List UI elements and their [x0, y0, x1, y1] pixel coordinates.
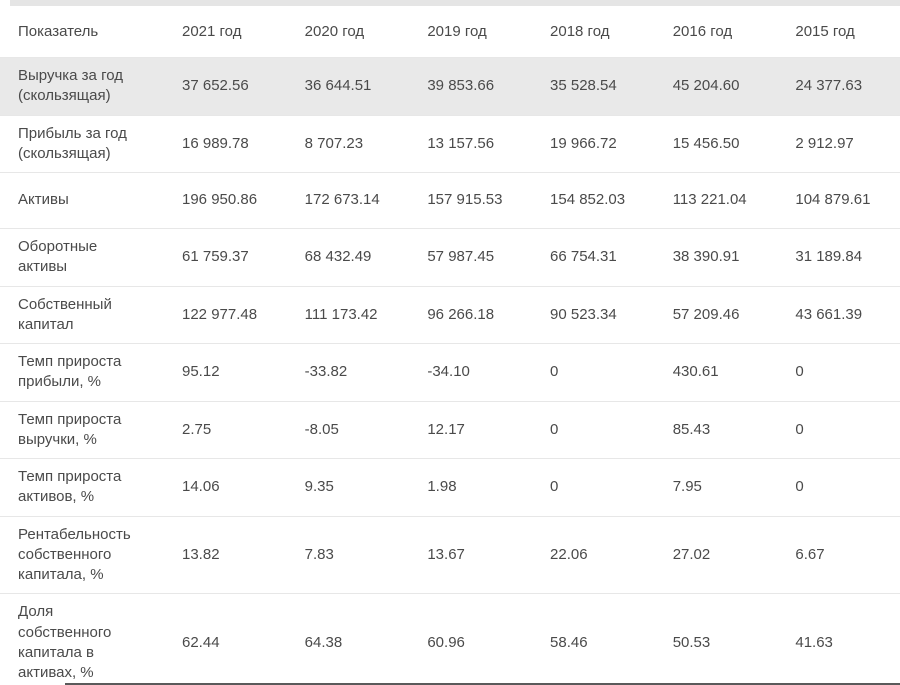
table-header-row: Показатель 2021 год 2020 год 2019 год 2018 г…: [0, 7, 900, 58]
table-cell-value: 430.61: [672, 363, 719, 381]
table-cell-value: 7.83: [304, 545, 334, 563]
table-cell-value: 60.96: [427, 633, 465, 651]
row-label: Доля собственного капитала в активах, %: [18, 603, 112, 681]
table-cell-value: 2.75: [182, 420, 212, 438]
table-cell-value: 14.06: [182, 478, 220, 496]
column-header-year: 2015 год: [795, 22, 855, 40]
table-row: Доля собственного капитала в активах, % 6…: [0, 594, 900, 685]
table-cell-value: 19 966.72: [550, 134, 617, 152]
table-cell-value: 154 852.03: [550, 191, 626, 209]
table-cell-value: 68 432.49: [304, 248, 372, 266]
table-cell-value: 0: [795, 420, 804, 438]
table-cell-value: 113 221.04: [672, 191, 747, 209]
table-cell-value: 41.63: [795, 633, 833, 651]
table-cell-value: 15 456.50: [672, 134, 740, 152]
table-cell-value: 172 673.14: [304, 191, 380, 209]
table-cell-value: 24 377.63: [795, 77, 863, 95]
table-cell-value: -34.10: [427, 363, 470, 381]
table-row: Темп прироста активов, % 14.06 9.35 1.98 0 7.…: [0, 459, 900, 517]
table-cell-value: 1.98: [427, 478, 457, 496]
table-cell-value: 36 644.51: [304, 77, 372, 95]
row-label: Темп прироста прибыли, %: [18, 353, 122, 391]
financial-indicators-table: Показатель 2021 год 2020 год 2019 год 2018 г…: [0, 7, 900, 685]
table-cell-value: 6.67: [795, 545, 825, 563]
table-cell-value: 0: [550, 363, 559, 381]
table-cell-value: 196 950.86: [182, 191, 258, 209]
top-divider: [10, 0, 900, 6]
row-label: Активы: [18, 191, 69, 209]
table-cell-value: 31 189.84: [795, 248, 863, 266]
table-cell-value: 8 707.23: [304, 134, 364, 152]
table-cell-value: -33.82: [304, 363, 348, 381]
table-cell-value: 58.46: [550, 633, 588, 651]
column-header-year: 2016 год: [672, 22, 733, 40]
table-cell-value: 61 759.37: [182, 248, 249, 266]
table-cell-value: 96 266.18: [427, 305, 495, 323]
table-cell-value: 0: [550, 478, 559, 496]
table-cell-value: 66 754.31: [550, 248, 617, 266]
table-cell-value: 35 528.54: [550, 77, 617, 95]
table-cell-value: 43 661.39: [795, 305, 863, 323]
table-cell-value: -8.05: [304, 420, 339, 438]
row-label: Собственный капитал: [18, 295, 112, 333]
column-header-year: 2020 год: [304, 22, 365, 40]
column-header-year: 2021 год: [182, 22, 242, 40]
table-cell-value: 64.38: [304, 633, 343, 651]
table-cell-value: 37 652.56: [182, 77, 249, 95]
row-label: Выручка за год (скользящая): [18, 67, 123, 105]
table-cell-value: 12.17: [427, 420, 465, 438]
table-cell-value: 45 204.60: [672, 77, 740, 95]
table-cell-value: 13 157.56: [427, 134, 495, 152]
table-cell-value: 95.12: [182, 363, 220, 381]
table-cell-value: 39 853.66: [427, 77, 495, 95]
table-body: Выручка за год (скользящая) 37 652.56 36 6…: [0, 58, 900, 685]
table-row: Прибыль за год (скользящая) 16 989.78 8 70…: [0, 115, 900, 173]
table-cell-value: 2 912.97: [795, 134, 854, 152]
table-cell-value: 0: [550, 420, 559, 438]
table-row: Активы 196 950.86 172 673.14 157 915.53 154 …: [0, 173, 900, 229]
column-header-year: 2018 год: [550, 22, 610, 40]
table-cell-value: 13.82: [182, 545, 220, 563]
table-cell-value: 104 879.61: [795, 191, 871, 209]
table-cell-value: 38 390.91: [672, 248, 740, 266]
table-cell-value: 0: [795, 478, 804, 496]
row-label: Рентабельность собственного капитала, %: [18, 525, 131, 584]
table-cell-value: 0: [795, 363, 804, 381]
table-cell-value: 111 173.42: [304, 305, 378, 323]
table-row: Выручка за год (скользящая) 37 652.56 36 6…: [0, 58, 900, 116]
row-label: Темп прироста активов, %: [18, 468, 122, 506]
table-cell-value: 62.44: [182, 633, 220, 651]
column-header-indicator: Показатель: [18, 22, 99, 40]
table-row: Темп прироста выручки, % 2.75 -8.05 12.17 0 8…: [0, 401, 900, 459]
table-cell-value: 22.06: [550, 545, 588, 563]
table-cell-value: 157 915.53: [427, 191, 503, 209]
table-cell-value: 9.35: [304, 478, 334, 496]
table-cell-value: 50.53: [672, 633, 711, 651]
bottom-divider: [65, 683, 900, 685]
table-row: Темп прироста прибыли, % 95.12 -33.82 -34.1…: [0, 344, 900, 402]
column-header-year: 2019 год: [427, 22, 487, 40]
table-row: Оборотные активы 61 759.37 68 432.49 57 987…: [0, 229, 900, 287]
table-cell-value: 122 977.48: [182, 305, 258, 323]
table-row: Собственный капитал 122 977.48 111 173.42 9…: [0, 286, 900, 344]
table-cell-value: 85.43: [672, 420, 711, 438]
row-label: Оборотные активы: [18, 238, 98, 276]
table-row: Рентабельность собственного капитала, % 1…: [0, 516, 900, 595]
table-cell-value: 57 987.45: [427, 248, 495, 266]
row-label: Темп прироста выручки, %: [18, 410, 122, 448]
table-cell-value: 57 209.46: [672, 305, 740, 323]
table-cell-value: 16 989.78: [182, 134, 249, 152]
row-label: Прибыль за год (скользящая): [18, 124, 127, 162]
table-cell-value: 27.02: [672, 545, 711, 563]
table-cell-value: 7.95: [672, 478, 702, 496]
table-cell-value: 90 523.34: [550, 305, 617, 323]
table-cell-value: 13.67: [427, 545, 465, 563]
